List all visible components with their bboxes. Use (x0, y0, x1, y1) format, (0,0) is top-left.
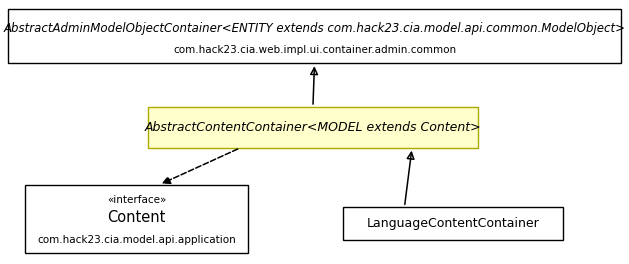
Text: AbstractAdminModelObjectContainer<ENTITY extends com.hack23.cia.model.api.common: AbstractAdminModelObjectContainer<ENTITY… (4, 22, 625, 35)
Text: AbstractContentContainer<MODEL extends Content>: AbstractContentContainer<MODEL extends C… (145, 121, 481, 134)
Text: LanguageContentContainer: LanguageContentContainer (367, 217, 539, 230)
Text: Content: Content (108, 210, 166, 225)
Text: com.hack23.cia.model.api.application: com.hack23.cia.model.api.application (38, 235, 236, 245)
Bar (25, 185, 248, 253)
Bar (148, 107, 478, 148)
Bar (343, 207, 563, 240)
Bar (8, 9, 621, 63)
Text: «interface»: «interface» (107, 195, 167, 205)
Text: com.hack23.cia.web.impl.ui.container.admin.common: com.hack23.cia.web.impl.ui.container.adm… (173, 45, 456, 55)
